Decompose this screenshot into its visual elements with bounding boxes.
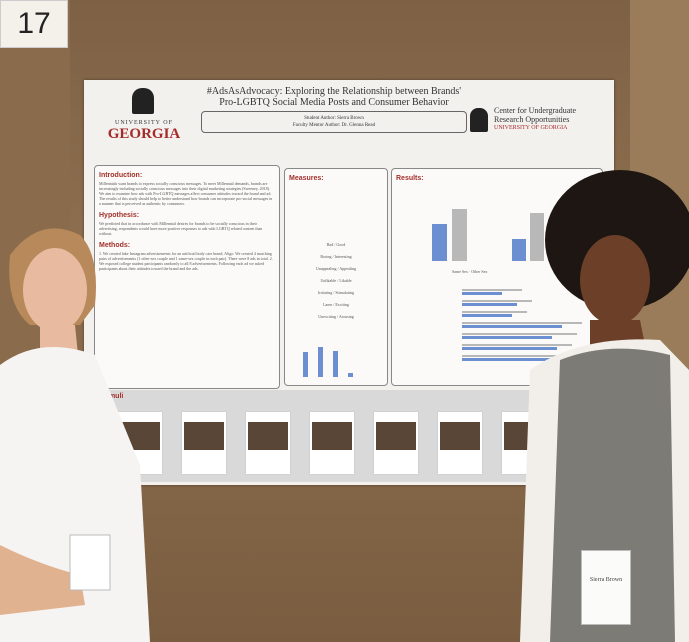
name-badge: Sierra Brown bbox=[581, 550, 631, 625]
chart-bar bbox=[462, 347, 557, 350]
uga-arch-logo-icon bbox=[132, 88, 154, 114]
chart-bar bbox=[462, 333, 577, 335]
measures-section: Measures: Bad / Good Boring / Interesting… bbox=[284, 168, 388, 386]
chart-bar bbox=[452, 209, 467, 261]
face bbox=[23, 248, 87, 332]
name-badge bbox=[69, 534, 111, 591]
arm bbox=[0, 545, 85, 615]
chart-bar bbox=[462, 314, 512, 317]
measure-scale-item: Unexciting / Arousing bbox=[318, 314, 354, 319]
ad-photo bbox=[376, 422, 416, 450]
chart-bar bbox=[462, 344, 572, 346]
measure-scale-item: Boring / Interesting bbox=[320, 254, 352, 259]
booth-number-sign: 17 bbox=[0, 0, 68, 48]
chart-bar bbox=[462, 325, 562, 328]
curo-arch-logo-icon bbox=[470, 108, 488, 132]
chart-bar bbox=[512, 239, 526, 261]
chart-bar bbox=[462, 311, 527, 313]
poster-title: #AdsAsAdvocacy: Exploring the Relationsh… bbox=[206, 86, 462, 97]
chart-legend: Same Sex · Other Sex bbox=[452, 269, 488, 274]
chart-bar bbox=[432, 224, 447, 261]
instagram-ad-stimulus bbox=[182, 412, 226, 474]
measure-scale-item: Bad / Good bbox=[326, 242, 346, 247]
measure-scale-item: Unlikable / Likable bbox=[320, 278, 352, 283]
measure-scale-item: Irritating / Stimulating bbox=[318, 290, 354, 295]
measure-scale-item: Unappealing / Appealing bbox=[316, 266, 356, 271]
ad-photo bbox=[312, 422, 352, 450]
chart-bar bbox=[462, 322, 582, 324]
ad-photo bbox=[248, 422, 288, 450]
measure-scale-item: Lame / Exciting bbox=[323, 302, 349, 307]
stimuli-section: Stimuli bbox=[94, 390, 614, 482]
faculty-author: Faculty Mentor Author: Dr. Glenna Read bbox=[292, 123, 376, 128]
ad-photo bbox=[440, 422, 480, 450]
uga-logo: UNIVERSITY OF GEORGIA bbox=[107, 120, 181, 142]
intro-section: Introduction: Millennials want brands to… bbox=[94, 165, 280, 389]
chart-bar bbox=[462, 292, 502, 295]
woman-left bbox=[0, 228, 150, 642]
chart-bar bbox=[462, 358, 557, 361]
instagram-ad-stimulus bbox=[374, 412, 418, 474]
chart-bar bbox=[462, 355, 580, 357]
instagram-ad-stimulus bbox=[310, 412, 354, 474]
chart-bar bbox=[462, 336, 552, 339]
ad-photo bbox=[184, 422, 224, 450]
chart-bar bbox=[462, 300, 532, 302]
instagram-ad-stimulus bbox=[438, 412, 482, 474]
chart-bar bbox=[462, 303, 517, 306]
chart-bar bbox=[530, 213, 544, 261]
poster-subtitle: Pro-LGBTQ Social Media Posts and Consume… bbox=[219, 97, 449, 108]
curo-logo: Center for Undergraduate Research Opport… bbox=[494, 106, 577, 131]
chart-bar bbox=[462, 289, 522, 291]
instagram-ad-stimulus bbox=[246, 412, 290, 474]
student-author: Student Author: Sierra Brown bbox=[304, 116, 364, 121]
face bbox=[580, 235, 650, 325]
